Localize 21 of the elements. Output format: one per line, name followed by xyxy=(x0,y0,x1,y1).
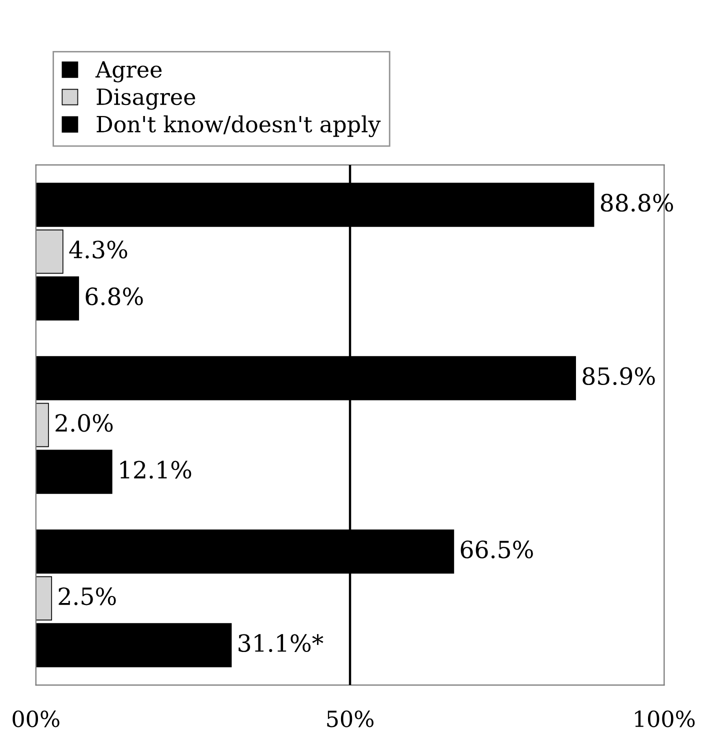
bar xyxy=(36,230,64,274)
legend-label: Disagree xyxy=(96,88,196,110)
data-label: 2.0% xyxy=(56,414,113,432)
data-label: 88.8% xyxy=(600,194,674,212)
x-tick-label: 50% xyxy=(327,710,374,728)
data-label: 6.8% xyxy=(86,287,143,306)
bar xyxy=(36,623,232,668)
x-tick-label: 100% xyxy=(635,710,695,728)
data-label: 85.9% xyxy=(582,367,655,386)
legend-label: Agree xyxy=(95,61,162,82)
data-label: 66.5% xyxy=(460,540,533,558)
x-tick-label: 00% xyxy=(12,710,60,728)
data-label: 4.3% xyxy=(69,240,128,258)
bar xyxy=(36,276,80,321)
data-label: 2.5% xyxy=(58,587,116,606)
bar xyxy=(36,450,112,494)
bar xyxy=(36,402,49,448)
data-label: 12.1% xyxy=(120,460,192,479)
data-label: 31.1%* xyxy=(238,634,324,652)
legend-label: Don't know/doesn't apply xyxy=(96,115,381,138)
bar xyxy=(36,576,52,620)
